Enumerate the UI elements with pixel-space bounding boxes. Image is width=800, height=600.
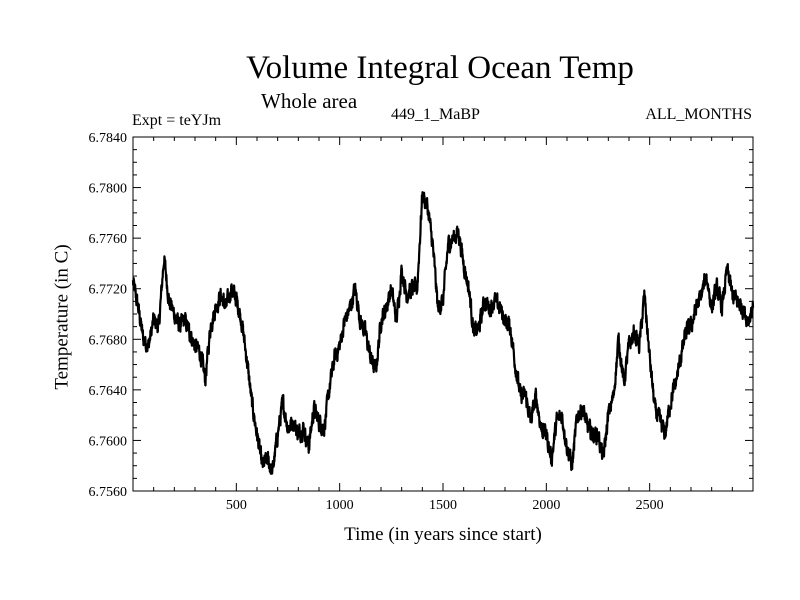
chart-title: Volume Integral Ocean Temp xyxy=(246,50,634,86)
y-tick-label: 6.7640 xyxy=(89,384,128,399)
x-tick-label: 2000 xyxy=(532,498,560,513)
x-tick-label: 2500 xyxy=(636,498,664,513)
y-tick-label: 6.7760 xyxy=(89,232,128,247)
experiment-label: Expt = teYJm xyxy=(132,112,222,129)
period-label: ALL_MONTHS xyxy=(645,106,752,123)
x-tick-label: 1000 xyxy=(326,498,354,513)
y-tick-label: 6.7600 xyxy=(89,434,128,449)
y-tick-label: 6.7680 xyxy=(89,333,128,348)
plot-frame xyxy=(132,136,754,492)
chart-subtitle: Whole area xyxy=(261,89,358,113)
x-axis-label: Time (in years since start) xyxy=(344,524,542,545)
x-tick-label: 1500 xyxy=(429,498,457,513)
y-tick-label: 6.7800 xyxy=(89,182,128,197)
y-axis-label: Temperature (in C) xyxy=(51,244,73,390)
run-label: 449_1_MaBP xyxy=(391,106,480,123)
x-tick-label: 500 xyxy=(226,498,247,513)
y-tick-label: 6.7560 xyxy=(89,485,128,500)
y-tick-label: 6.7840 xyxy=(89,131,128,146)
temperature-series-line xyxy=(131,191,755,475)
y-tick-label: 6.7720 xyxy=(89,283,128,298)
